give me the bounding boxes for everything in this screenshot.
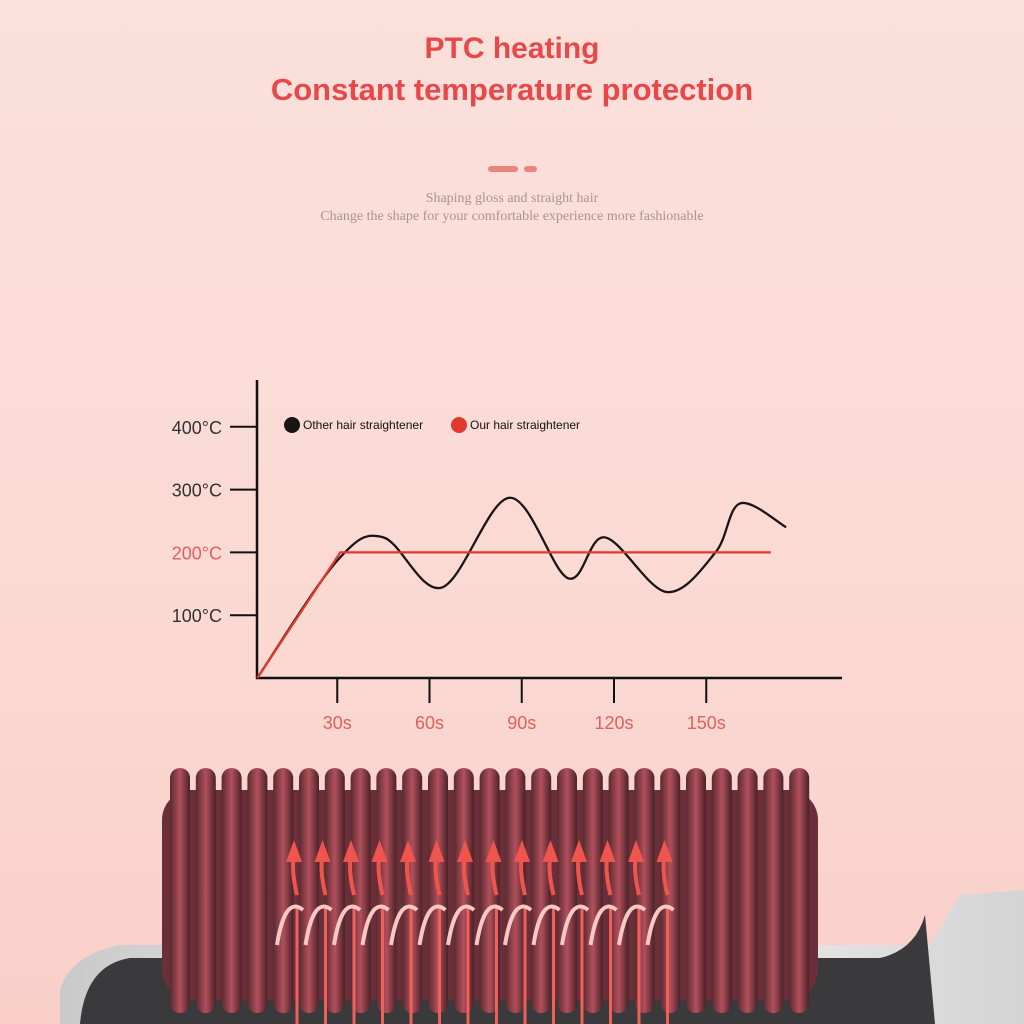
bristle	[531, 768, 552, 1013]
legend-label: Our hair straightener	[470, 418, 580, 432]
x-tick-label: 30s	[323, 713, 352, 733]
divider-short	[524, 166, 537, 172]
arrow-up-icon	[571, 840, 587, 862]
arrow-up-icon	[428, 840, 445, 862]
arrow-up-icon	[371, 840, 388, 862]
arrow-up-icon	[542, 840, 559, 862]
x-tick-label: 120s	[594, 713, 633, 733]
heat-swirl	[474, 904, 504, 946]
bristle	[608, 768, 629, 1013]
bristle	[376, 768, 397, 1013]
title-line-2: Constant temperature protection	[270, 72, 754, 107]
heat-swirl	[303, 904, 333, 946]
heat-swirl	[417, 904, 447, 946]
heat-swirl	[645, 904, 675, 946]
x-tick-label: 60s	[415, 713, 444, 733]
arrow-up-icon	[656, 840, 673, 862]
heat-swirl	[275, 904, 305, 946]
bristle	[221, 768, 242, 1013]
y-tick-label: 400°C	[172, 418, 222, 438]
arrow-up-icon	[343, 840, 359, 862]
bristle	[247, 768, 268, 1013]
bristle	[479, 768, 500, 1013]
bristle	[505, 768, 526, 1013]
legend-label: Other hair straightener	[303, 418, 423, 432]
arrow-up-icon	[400, 840, 416, 862]
arrow-up-icon	[514, 840, 530, 862]
arrow-up-icon	[628, 840, 644, 862]
y-tick-label: 100°C	[172, 606, 222, 626]
bristle	[660, 768, 681, 1013]
heat-swirl	[389, 904, 419, 946]
bristle	[273, 768, 294, 1013]
bristle	[711, 768, 732, 1013]
legend-marker	[284, 417, 300, 433]
heat-swirl	[446, 904, 476, 946]
arrow-up-icon	[457, 840, 473, 862]
arrow-up-icon	[314, 840, 331, 862]
title-line-1: PTC heating	[424, 32, 600, 65]
bristle	[453, 768, 474, 1013]
x-tick-label: 150s	[687, 713, 726, 733]
divider-long	[488, 166, 518, 172]
arrow-up-icon	[286, 840, 302, 862]
heat-swirl	[617, 904, 647, 946]
subtitle-line-2: Change the shape for your comfortable ex…	[320, 209, 704, 224]
heat-swirl	[332, 904, 362, 946]
arrow-up-icon	[599, 840, 616, 862]
legend-marker	[451, 417, 467, 433]
bristle	[170, 768, 190, 1013]
bristle	[582, 768, 603, 1013]
heat-swirl	[360, 904, 390, 946]
subtitle-line-1: Shaping gloss and straight hair	[425, 191, 599, 206]
y-tick-label: 200°C	[172, 543, 222, 563]
bristle	[737, 768, 758, 1013]
y-tick-label: 300°C	[172, 481, 222, 501]
bristle	[763, 768, 784, 1013]
heat-swirl	[560, 904, 590, 946]
bristle	[789, 768, 810, 1013]
bristle	[195, 768, 216, 1013]
heat-swirl	[588, 904, 618, 946]
x-tick-label: 90s	[507, 713, 536, 733]
temperature-chart: 30s 60s 90s 120s 150s 100°C 200°C 300°C 400°C Oth…	[172, 380, 842, 733]
bristle	[299, 768, 319, 1013]
bristle	[557, 768, 577, 1013]
bristle	[350, 768, 371, 1013]
heat-swirl	[531, 904, 561, 946]
arrow-up-icon	[485, 840, 502, 862]
bristle	[686, 768, 706, 1013]
bristle	[324, 768, 345, 1013]
bristle	[402, 768, 423, 1013]
heat-swirl	[503, 904, 533, 946]
series-line-ours	[256, 551, 771, 679]
